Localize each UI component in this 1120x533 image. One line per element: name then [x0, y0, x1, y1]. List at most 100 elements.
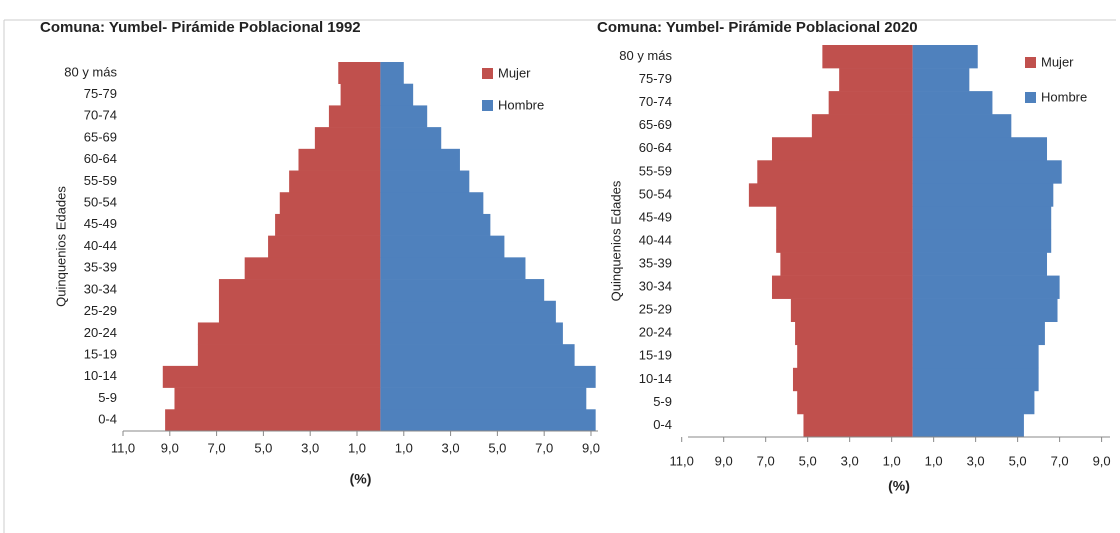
y-tick-label: 5-9 [653, 394, 672, 409]
legend-swatch [482, 100, 493, 111]
bar [380, 105, 428, 128]
y-tick-label: 5-9 [98, 390, 117, 405]
bar [912, 252, 1048, 276]
legend-swatch [1025, 92, 1036, 103]
y-tick-label: 0-4 [98, 412, 117, 427]
y-tick-label: 55-59 [84, 173, 117, 188]
bar [776, 229, 913, 253]
x-tick-label: 3,0 [442, 440, 460, 455]
x-tick-label: 5,0 [1009, 453, 1027, 468]
y-tick-label: 0-4 [653, 417, 672, 432]
x-tick-label: 1,0 [925, 453, 943, 468]
bar [839, 68, 913, 92]
y-tick-label: 25-29 [84, 303, 117, 318]
bar [298, 148, 381, 171]
x-tick-label: 5,0 [254, 440, 272, 455]
bar [912, 160, 1062, 184]
bar [380, 170, 470, 193]
bar [780, 252, 913, 276]
x-tick-label: 5,0 [799, 453, 817, 468]
y-tick-label: 55-59 [639, 163, 672, 178]
y-tick-label: 80 y más [619, 48, 672, 63]
bar [380, 300, 556, 323]
x-tick-label: 9,0 [161, 440, 179, 455]
bar [757, 160, 913, 184]
x-tick-label: 9,0 [582, 440, 600, 455]
bar [218, 300, 381, 323]
y-tick-label: 20-24 [84, 325, 117, 340]
bar [380, 322, 563, 345]
bar [797, 344, 913, 369]
y-tick-label: 20-24 [639, 325, 672, 340]
y-axis-title: Quinquenios Edades [608, 180, 623, 301]
y-tick-label: 80 y más [64, 64, 117, 79]
y-axis-title: Quinquenios Edades [53, 186, 68, 307]
chart-title: Comuna: Yumbel- Pirámide Poblacional 199… [40, 19, 361, 36]
bar [380, 127, 442, 150]
y-tick-label: 60-64 [84, 151, 117, 166]
bar [803, 413, 913, 438]
x-tick-label: 7,0 [208, 440, 226, 455]
bar [912, 298, 1058, 323]
bar [912, 137, 1048, 161]
bar [314, 127, 381, 150]
y-tick-label: 10-14 [639, 371, 672, 386]
y-tick-label: 35-39 [84, 260, 117, 275]
bar [380, 279, 545, 302]
bar [380, 213, 491, 236]
legend-label: Mujer [1041, 54, 1074, 69]
y-tick-label: 15-19 [84, 346, 117, 361]
bar [244, 257, 381, 280]
bar [912, 390, 1035, 415]
bar [338, 62, 381, 85]
y-tick-label: 30-34 [84, 281, 117, 296]
bar [380, 148, 460, 171]
bar [792, 367, 913, 392]
bar [790, 298, 913, 323]
x-tick-label: 7,0 [535, 440, 553, 455]
bar [289, 170, 381, 193]
y-tick-label: 35-39 [639, 255, 672, 270]
y-tick-label: 45-49 [639, 209, 672, 224]
x-tick-label: 7,0 [1051, 453, 1069, 468]
bar [776, 206, 913, 230]
bar [797, 390, 913, 415]
x-tick-label: 1,0 [395, 440, 413, 455]
bar [268, 235, 381, 258]
y-tick-label: 40-44 [639, 232, 672, 247]
bar [340, 83, 381, 106]
bar [912, 91, 993, 115]
bar [912, 344, 1039, 369]
bar [748, 183, 913, 207]
bar [174, 387, 381, 410]
x-tick-label: 5,0 [488, 440, 506, 455]
y-tick-label: 70-74 [639, 94, 672, 109]
bar [275, 213, 381, 236]
y-tick-label: 30-34 [639, 279, 672, 294]
bar [811, 114, 913, 138]
bar [912, 229, 1052, 253]
bar [279, 192, 381, 215]
y-tick-label: 75-79 [84, 86, 117, 101]
bar [380, 344, 575, 367]
bar [912, 413, 1024, 438]
bar [912, 206, 1052, 230]
legend-swatch [482, 68, 493, 79]
x-tick-label: 11,0 [670, 453, 694, 468]
bar [197, 344, 381, 367]
bar [912, 183, 1054, 207]
bar [380, 83, 414, 106]
bar [380, 365, 596, 388]
y-tick-label: 45-49 [84, 216, 117, 231]
bar [912, 321, 1045, 346]
x-tick-label: 7,0 [757, 453, 775, 468]
legend-label: Hombre [1041, 89, 1087, 104]
x-tick-label: 9,0 [715, 453, 733, 468]
bar [912, 114, 1012, 138]
bar [165, 409, 381, 432]
y-tick-label: 15-19 [639, 348, 672, 363]
y-tick-label: 50-54 [639, 186, 672, 201]
bar [912, 367, 1039, 392]
bar [795, 321, 913, 346]
